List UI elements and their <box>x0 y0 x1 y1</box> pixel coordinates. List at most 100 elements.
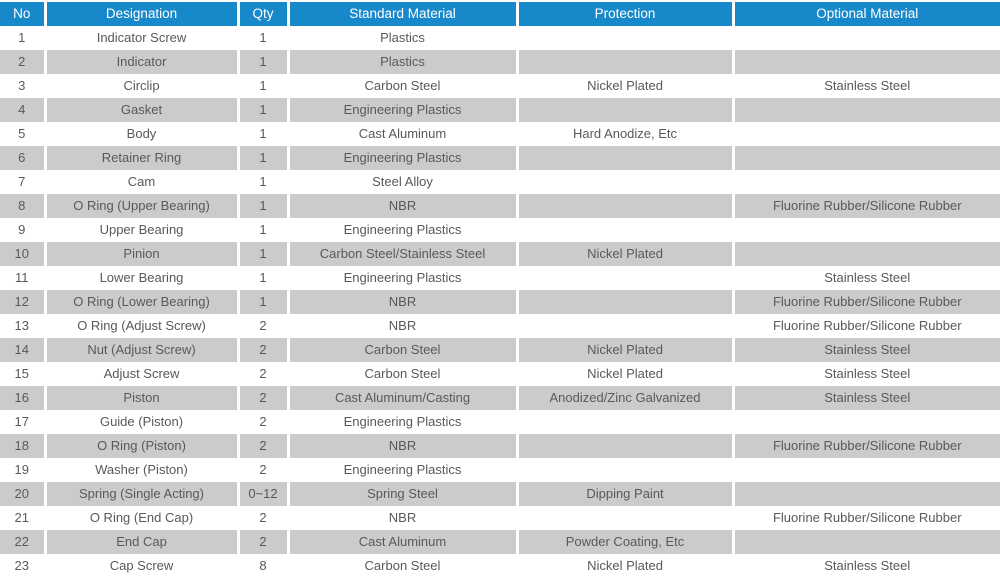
cell-optional_material <box>731 530 1000 554</box>
cell-designation: Gasket <box>43 98 238 122</box>
cell-standard_material: NBR <box>286 506 517 530</box>
cell-designation: Adjust Screw <box>43 362 238 386</box>
table-row: 6 Retainer Ring 1 Engineering Plastics <box>0 146 1000 170</box>
cell-optional_material <box>731 26 1000 50</box>
cell-protection <box>515 458 733 482</box>
cell-qty: 1 <box>236 194 288 218</box>
cell-no: 18 <box>0 434 45 458</box>
cell-qty: 1 <box>236 74 288 98</box>
cell-qty: 2 <box>236 362 288 386</box>
cell-designation: Upper Bearing <box>43 218 238 242</box>
cell-no: 7 <box>0 170 45 194</box>
cell-no: 20 <box>0 482 45 506</box>
cell-qty: 1 <box>236 26 288 50</box>
cell-no: 6 <box>0 146 45 170</box>
cell-qty: 1 <box>236 50 288 74</box>
table-row: 7 Cam 1 Steel Alloy <box>0 170 1000 194</box>
cell-protection <box>515 26 733 50</box>
cell-standard_material: Cast Aluminum <box>286 530 517 554</box>
cell-protection <box>515 218 733 242</box>
cell-qty: 1 <box>236 170 288 194</box>
cell-standard_material: NBR <box>286 314 517 338</box>
table-row: 22 End Cap 2 Cast Aluminum Powder Coating, E… <box>0 530 1000 554</box>
table-row: 16 Piston 2 Cast Aluminum/Casting Anodized/Z… <box>0 386 1000 410</box>
cell-standard_material: Cast Aluminum/Casting <box>286 386 517 410</box>
column-header-designation: Designation <box>43 2 238 26</box>
cell-qty: 2 <box>236 458 288 482</box>
table-row: 9 Upper Bearing 1 Engineering Plastics <box>0 218 1000 242</box>
cell-qty: 8 <box>236 554 288 578</box>
cell-qty: 2 <box>236 338 288 362</box>
cell-protection <box>515 50 733 74</box>
cell-optional_material <box>731 218 1000 242</box>
cell-optional_material: Fluorine Rubber/Silicone Rubber <box>731 290 1000 314</box>
table-row: 11 Lower Bearing 1 Engineering Plastics Stai… <box>0 266 1000 290</box>
cell-protection: Nickel Plated <box>515 242 733 266</box>
cell-protection <box>515 506 733 530</box>
table-row: 10 Pinion 1 Carbon Steel/Stainless Steel Nic… <box>0 242 1000 266</box>
cell-no: 10 <box>0 242 45 266</box>
cell-protection <box>515 170 733 194</box>
cell-qty: 2 <box>236 410 288 434</box>
cell-protection <box>515 266 733 290</box>
cell-no: 21 <box>0 506 45 530</box>
cell-protection <box>515 410 733 434</box>
cell-protection: Nickel Plated <box>515 554 733 578</box>
cell-standard_material: Carbon Steel <box>286 554 517 578</box>
cell-optional_material <box>731 122 1000 146</box>
cell-qty: 2 <box>236 386 288 410</box>
cell-optional_material <box>731 242 1000 266</box>
table-row: 15 Adjust Screw 2 Carbon Steel Nickel Plated… <box>0 362 1000 386</box>
cell-standard_material: Engineering Plastics <box>286 98 517 122</box>
cell-optional_material: Fluorine Rubber/Silicone Rubber <box>731 434 1000 458</box>
cell-protection: Hard Anodize, Etc <box>515 122 733 146</box>
table-row: 1 Indicator Screw 1 Plastics <box>0 26 1000 50</box>
cell-designation: Lower Bearing <box>43 266 238 290</box>
cell-standard_material: Engineering Plastics <box>286 410 517 434</box>
cell-no: 13 <box>0 314 45 338</box>
cell-standard_material: Carbon Steel <box>286 338 517 362</box>
cell-standard_material: Carbon Steel/Stainless Steel <box>286 242 517 266</box>
cell-designation: O Ring (Upper Bearing) <box>43 194 238 218</box>
cell-designation: Body <box>43 122 238 146</box>
cell-standard_material: Engineering Plastics <box>286 218 517 242</box>
cell-designation: Washer (Piston) <box>43 458 238 482</box>
cell-no: 4 <box>0 98 45 122</box>
cell-standard_material: Engineering Plastics <box>286 266 517 290</box>
cell-optional_material <box>731 482 1000 506</box>
cell-no: 12 <box>0 290 45 314</box>
cell-designation: End Cap <box>43 530 238 554</box>
cell-standard_material: NBR <box>286 434 517 458</box>
table-row: 13 O Ring (Adjust Screw) 2 NBR Fluorine Rubb… <box>0 314 1000 338</box>
cell-qty: 1 <box>236 122 288 146</box>
cell-designation: Guide (Piston) <box>43 410 238 434</box>
table-row: 12 O Ring (Lower Bearing) 1 NBR Fluorine Rub… <box>0 290 1000 314</box>
cell-no: 2 <box>0 50 45 74</box>
cell-qty: 1 <box>236 218 288 242</box>
cell-optional_material: Stainless Steel <box>731 338 1000 362</box>
cell-qty: 0~12 <box>236 482 288 506</box>
cell-optional_material: Stainless Steel <box>731 386 1000 410</box>
cell-qty: 1 <box>236 290 288 314</box>
table-row: 14 Nut (Adjust Screw) 2 Carbon Steel Nickel … <box>0 338 1000 362</box>
cell-optional_material <box>731 98 1000 122</box>
cell-no: 5 <box>0 122 45 146</box>
table-row: 18 O Ring (Piston) 2 NBR Fluorine Rubber/Sil… <box>0 434 1000 458</box>
table-row: 2 Indicator 1 Plastics <box>0 50 1000 74</box>
table-row: 23 Cap Screw 8 Carbon Steel Nickel Plated Sta… <box>0 554 1000 578</box>
cell-designation: Piston <box>43 386 238 410</box>
table-body: 1 Indicator Screw 1 Plastics 2 Indicator 1 Plas… <box>0 26 1000 578</box>
cell-no: 23 <box>0 554 45 578</box>
cell-designation: O Ring (Lower Bearing) <box>43 290 238 314</box>
cell-standard_material: Steel Alloy <box>286 170 517 194</box>
cell-designation: Indicator <box>43 50 238 74</box>
cell-standard_material: Plastics <box>286 26 517 50</box>
table-row: 4 Gasket 1 Engineering Plastics <box>0 98 1000 122</box>
cell-protection: Powder Coating, Etc <box>515 530 733 554</box>
cell-protection <box>515 194 733 218</box>
cell-protection: Nickel Plated <box>515 338 733 362</box>
cell-protection: Dipping Paint <box>515 482 733 506</box>
cell-qty: 2 <box>236 434 288 458</box>
cell-qty: 1 <box>236 266 288 290</box>
